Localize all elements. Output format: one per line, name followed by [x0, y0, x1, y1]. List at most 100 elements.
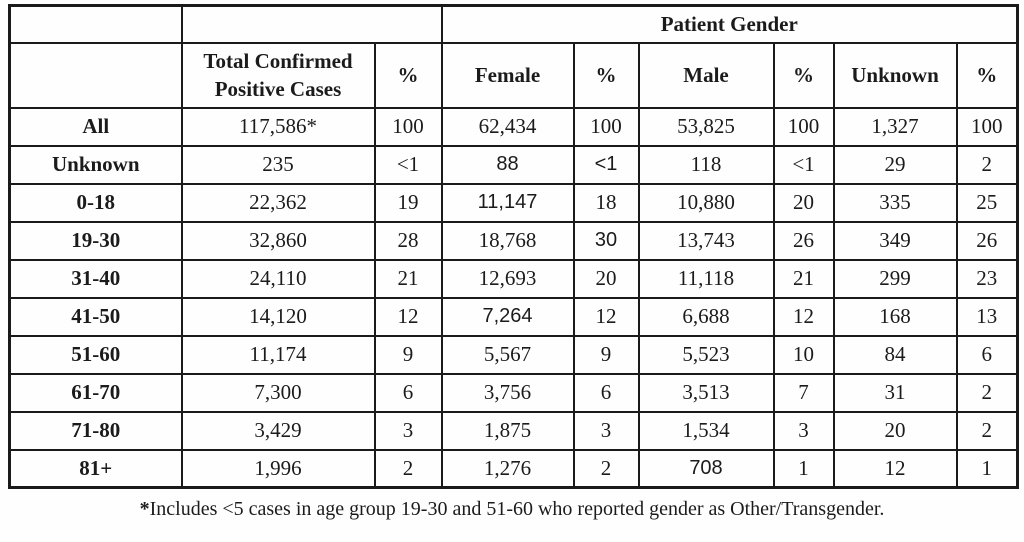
- table-row-51-60: 51-60 11,174 9 5,567 9 5,523 10 84 6: [8, 334, 1019, 375]
- male-pct-cell: <1: [772, 144, 835, 185]
- female-pct-cell: 3: [572, 410, 640, 451]
- male-cell: 53,825: [637, 106, 775, 147]
- female-cell: 1,875: [440, 410, 575, 451]
- total-pct-cell: 9: [373, 334, 443, 375]
- blank-row-label-header-cell: [8, 41, 183, 109]
- table-row-61-70: 61-70 7,300 6 3,756 6 3,513 7 31 2: [8, 372, 1019, 413]
- total-pct-cell: 100: [373, 106, 443, 147]
- male-cell: 13,743: [637, 220, 775, 261]
- unknown-pct-cell: 13: [955, 296, 1019, 337]
- unknown-header-cell: Unknown: [832, 41, 958, 109]
- table-row-81plus: 81+ 1,996 2 1,276 2 708 1 12 1: [8, 448, 1019, 489]
- female-header-cell: Female: [440, 41, 575, 109]
- male-cell: 708: [637, 448, 775, 489]
- female-cell: 11,147: [440, 182, 575, 223]
- total-cell: 235: [180, 144, 376, 185]
- unknown-cell: 299: [832, 258, 958, 299]
- row-label: 61-70: [8, 372, 183, 413]
- female-cell: 18,768: [440, 220, 575, 261]
- row-label: 41-50: [8, 296, 183, 337]
- female-pct-cell: <1: [572, 144, 640, 185]
- male-header-cell: Male: [637, 41, 775, 109]
- row-label: 0-18: [8, 182, 183, 223]
- total-cell: 3,429: [180, 410, 376, 451]
- unknown-cell: 84: [832, 334, 958, 375]
- row-label: Unknown: [8, 144, 183, 185]
- total-pct-cell: 2: [373, 448, 443, 489]
- female-pct-cell: 18: [572, 182, 640, 223]
- unknown-pct-cell: 1: [955, 448, 1019, 489]
- row-label: 81+: [8, 448, 183, 489]
- total-pct-cell: 3: [373, 410, 443, 451]
- unknown-cell: 1,327: [832, 106, 958, 147]
- table-row-41-50: 41-50 14,120 12 7,264 12 6,688 12 168 13: [8, 296, 1019, 337]
- unknown-pct-cell: 2: [955, 372, 1019, 413]
- male-cell: 3,513: [637, 372, 775, 413]
- unknown-pct-cell: 26: [955, 220, 1019, 261]
- total-pct-cell: 19: [373, 182, 443, 223]
- total-cases-header-cell: Total Confirmed Positive Cases: [180, 41, 376, 109]
- footnote-asterisk: *: [139, 498, 150, 520]
- male-pct-cell: 10: [772, 334, 835, 375]
- female-pct-header-cell: %: [572, 41, 640, 109]
- total-pct-cell: 6: [373, 372, 443, 413]
- total-pct-cell: 12: [373, 296, 443, 337]
- total-cell: 24,110: [180, 258, 376, 299]
- female-cell: 7,264: [440, 296, 575, 337]
- female-pct-cell: 9: [572, 334, 640, 375]
- male-pct-cell: 3: [772, 410, 835, 451]
- unknown-pct-cell: 100: [955, 106, 1019, 147]
- table-row-31-40: 31-40 24,110 21 12,693 20 11,118 21 299 …: [8, 258, 1019, 299]
- unknown-pct-cell: 23: [955, 258, 1019, 299]
- total-cell: 117,586*: [180, 106, 376, 147]
- unknown-pct-cell: 2: [955, 144, 1019, 185]
- total-cases-header-line1: Total Confirmed: [203, 48, 353, 73]
- row-label: All: [8, 106, 183, 147]
- female-pct-cell: 12: [572, 296, 640, 337]
- row-label: 31-40: [8, 258, 183, 299]
- unknown-cell: 12: [832, 448, 958, 489]
- female-cell: 1,276: [440, 448, 575, 489]
- footnote: *Includes <5 cases in age group 19-30 an…: [0, 498, 1024, 521]
- row-label: 71-80: [8, 410, 183, 451]
- female-pct-cell: 20: [572, 258, 640, 299]
- table-row-unknown: Unknown 235 <1 88 <1 118 <1 29 2: [8, 144, 1019, 185]
- unknown-cell: 29: [832, 144, 958, 185]
- male-pct-header-cell: %: [772, 41, 835, 109]
- patient-gender-table: Patient Gender Total Confirmed Positive …: [8, 4, 1020, 489]
- blank-corner-cell: [8, 4, 183, 44]
- blank-total-span-cell: [180, 4, 443, 44]
- table-row-column-headers: Total Confirmed Positive Cases % Female …: [8, 41, 1019, 109]
- male-pct-cell: 7: [772, 372, 835, 413]
- total-pct-cell: 28: [373, 220, 443, 261]
- total-cell: 1,996: [180, 448, 376, 489]
- unknown-cell: 349: [832, 220, 958, 261]
- female-cell: 12,693: [440, 258, 575, 299]
- unknown-pct-cell: 6: [955, 334, 1019, 375]
- total-cell: 14,120: [180, 296, 376, 337]
- total-pct-cell: 21: [373, 258, 443, 299]
- female-cell: 3,756: [440, 372, 575, 413]
- male-pct-cell: 12: [772, 296, 835, 337]
- total-cell: 32,860: [180, 220, 376, 261]
- male-pct-cell: 26: [772, 220, 835, 261]
- male-cell: 5,523: [637, 334, 775, 375]
- male-cell: 118: [637, 144, 775, 185]
- male-pct-cell: 21: [772, 258, 835, 299]
- male-pct-cell: 1: [772, 448, 835, 489]
- male-pct-cell: 100: [772, 106, 835, 147]
- row-label: 19-30: [8, 220, 183, 261]
- row-label: 51-60: [8, 334, 183, 375]
- table-row-0-18: 0-18 22,362 19 11,147 18 10,880 20 335 2…: [8, 182, 1019, 223]
- female-cell: 88: [440, 144, 575, 185]
- unknown-pct-header-cell: %: [955, 41, 1019, 109]
- male-cell: 10,880: [637, 182, 775, 223]
- unknown-cell: 335: [832, 182, 958, 223]
- total-cell: 7,300: [180, 372, 376, 413]
- male-cell: 11,118: [637, 258, 775, 299]
- table-row-all: All 117,586* 100 62,434 100 53,825 100 1…: [8, 106, 1019, 147]
- female-pct-cell: 2: [572, 448, 640, 489]
- female-pct-cell: 100: [572, 106, 640, 147]
- gender-header-cell: Patient Gender: [440, 4, 1019, 44]
